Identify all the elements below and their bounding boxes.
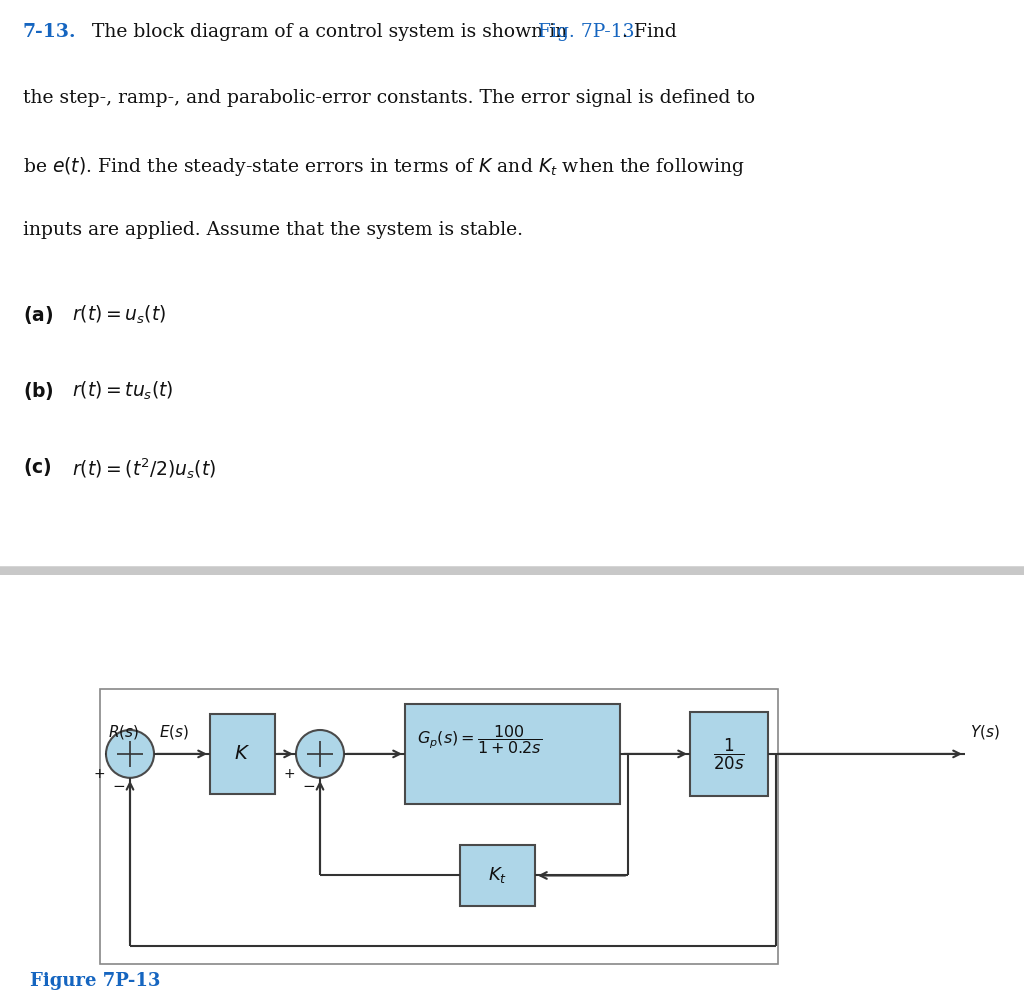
- Circle shape: [296, 730, 344, 778]
- Circle shape: [106, 730, 154, 778]
- Text: $\mathbf{(a)}$: $\mathbf{(a)}$: [23, 303, 53, 326]
- Text: $E(s)$: $E(s)$: [159, 723, 189, 741]
- Bar: [460, 845, 535, 906]
- Text: inputs are applied. Assume that the system is stable.: inputs are applied. Assume that the syst…: [23, 221, 522, 239]
- Text: $\mathbf{(b)}$: $\mathbf{(b)}$: [23, 380, 53, 402]
- Text: The block diagram of a control system is shown in: The block diagram of a control system is…: [74, 23, 572, 41]
- Text: $\dfrac{1}{20s}$: $\dfrac{1}{20s}$: [713, 736, 744, 771]
- Text: $G_p(s) = \dfrac{100}{1+0.2s}$: $G_p(s) = \dfrac{100}{1+0.2s}$: [417, 724, 542, 756]
- Text: $r(t) = (t^2/2)u_s(t)$: $r(t) = (t^2/2)u_s(t)$: [72, 456, 216, 481]
- Text: $K$: $K$: [234, 745, 251, 763]
- Bar: [690, 712, 768, 795]
- Bar: [406, 705, 620, 803]
- Text: be $e(t)$. Find the steady-state errors in terms of $K$ and $K_t$ when the follo: be $e(t)$. Find the steady-state errors …: [23, 155, 744, 178]
- Text: . Find: . Find: [622, 23, 676, 41]
- Text: −: −: [302, 779, 314, 794]
- Text: +: +: [284, 767, 295, 781]
- Text: $R(s)$: $R(s)$: [108, 723, 139, 741]
- Bar: [210, 714, 275, 793]
- Text: Fig. 7P-13: Fig. 7P-13: [538, 23, 634, 41]
- Text: +: +: [93, 767, 104, 781]
- Text: $r(t) = u_s(t)$: $r(t) = u_s(t)$: [72, 303, 166, 327]
- Text: Figure 7P-13: Figure 7P-13: [30, 972, 161, 990]
- Text: $K_t$: $K_t$: [487, 866, 507, 885]
- Text: $r(t) = tu_s(t)$: $r(t) = tu_s(t)$: [72, 380, 173, 402]
- Text: the step-, ramp-, and parabolic-error constants. The error signal is defined to: the step-, ramp-, and parabolic-error co…: [23, 89, 755, 107]
- Bar: [100, 689, 778, 965]
- Text: $Y(s)$: $Y(s)$: [970, 723, 999, 741]
- Text: 7-13.: 7-13.: [23, 23, 76, 41]
- Text: −: −: [112, 779, 125, 794]
- Text: $\mathbf{(c)}$: $\mathbf{(c)}$: [23, 456, 51, 478]
